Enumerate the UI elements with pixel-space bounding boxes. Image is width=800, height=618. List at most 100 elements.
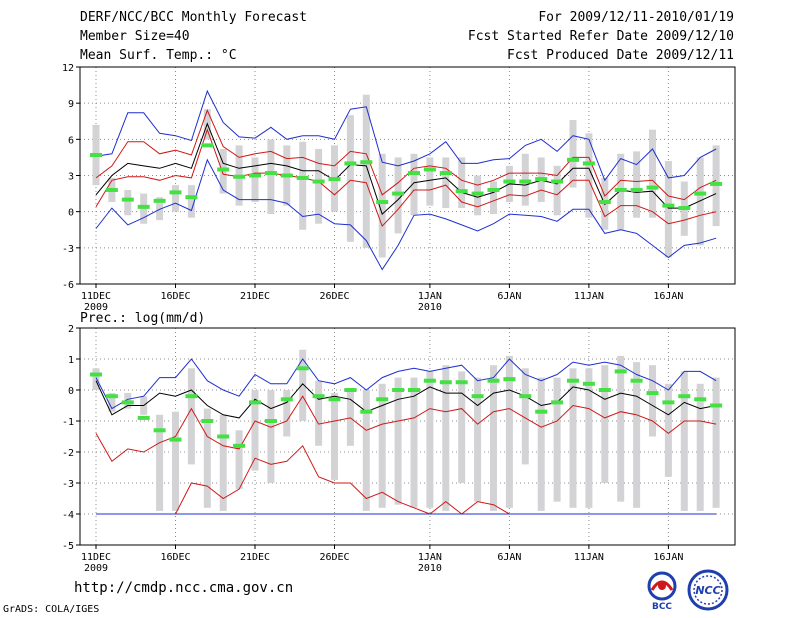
panel-1-range-box-10: [251, 157, 259, 203]
panel-1-mean-mark-32: [598, 200, 611, 205]
panel-2-mean-mark-25: [487, 378, 500, 383]
panel-1-xtick-label-4: 1JAN: [418, 291, 442, 302]
panel-2-range-box-33: [617, 355, 625, 502]
forecast-period: For 2009/12/11-2010/01/19: [538, 10, 734, 25]
panel-1-range-box-5: [172, 185, 179, 212]
panel-1-line-lower: [95, 128, 717, 228]
panel-2-mean-mark-6: [185, 394, 198, 399]
panel-2-range-box-37: [680, 371, 688, 511]
panel-2-range-box-39: [712, 377, 720, 508]
panel-1-range-box-6: [187, 185, 195, 218]
panel-2-mean-mark-3: [137, 415, 150, 420]
panel-2-range-box-23: [458, 371, 466, 483]
panel-1-mean-mark-4: [153, 198, 166, 203]
panel-2-mean-mark-16: [344, 388, 357, 392]
panel-1-mean-mark-38: [694, 191, 707, 196]
panel-2-mean-mark-2: [121, 400, 134, 405]
panel-1-mean-mark-2: [121, 197, 134, 202]
panel-1-line-upper: [95, 109, 717, 201]
panel-2-range-box-19: [394, 377, 402, 505]
panel-2-range-box-26: [505, 355, 513, 508]
panel-2-mean-mark-20: [408, 388, 420, 392]
panel-2-mean-mark-26: [503, 377, 516, 382]
panel-2-mean-mark-4: [153, 428, 166, 433]
panel-2-range-box-36: [664, 383, 672, 477]
panel-1-range-box-22: [442, 157, 450, 209]
panel-1-xtick-label-7: 16JAN: [653, 291, 683, 302]
panel-1-ytick-label-2: 0: [68, 208, 74, 219]
title-line-3: Mean Surf. Temp.: °C: [80, 48, 237, 63]
panel-1-mean-mark-16: [344, 161, 357, 166]
panel-2-ytick-label-0: -5: [62, 541, 74, 552]
panel-1-xtick-label-5: 6JAN: [497, 291, 521, 302]
panel-2-mean-mark-28: [535, 409, 548, 414]
panel-1-mean-mark-26: [503, 179, 516, 184]
panel-1-mean-mark-9: [233, 174, 246, 179]
panel-2-xtick-label-1: 16DEC: [160, 552, 190, 563]
panel-2-range-box-35: [649, 365, 656, 437]
panel-1-range-box-38: [696, 157, 704, 246]
panel-1-xtick-label-0: 11DEC: [81, 291, 111, 302]
panel-1-mean-mark-23: [455, 189, 468, 194]
panel-2-mean-mark-24: [471, 394, 484, 399]
panel-1-range-box-34: [633, 151, 641, 218]
panel-2-range-box-28: [537, 377, 545, 511]
panel-1-mean-mark-10: [249, 173, 261, 178]
bcc-logo-text: BCC: [652, 602, 672, 612]
panel-1-mean-mark-30: [567, 157, 579, 162]
panel-2-frame: [79, 327, 736, 546]
panel-2-range-box-25: [490, 365, 497, 511]
panel-1-mean-mark-39: [710, 181, 723, 186]
panel-2-mean-mark-17: [360, 409, 373, 414]
panel-2-mean-mark-34: [630, 378, 643, 383]
panel-2-mean-mark-7: [201, 419, 214, 423]
panel-1-mean-mark-3: [137, 204, 150, 209]
panel-2-ytick-label-7: 2: [68, 324, 74, 335]
forecast-start-date: Fcst Started Refer Date 2009/12/10: [467, 29, 734, 44]
panel-2-range-box-8: [219, 414, 227, 511]
panel-2-range-box-29: [553, 377, 561, 502]
panel-1-mean-mark-22: [439, 171, 452, 176]
panel-1-range-box-35: [649, 129, 656, 218]
panel-1-range-box-14: [315, 148, 323, 224]
panel-1-mean-mark-14: [312, 179, 325, 184]
panel-2-range-box-31: [585, 368, 593, 508]
panel-1-mean-mark-0: [90, 153, 102, 158]
panel-1-mean-mark-33: [614, 187, 627, 192]
panel-2-mean-mark-1: [105, 394, 118, 399]
panel-2-mean-mark-8: [217, 434, 230, 439]
panel-2-range-box-14: [315, 380, 323, 446]
panel-2-range-box-21: [426, 371, 434, 508]
panel-2-range-box-10: [251, 390, 259, 471]
panel-1-range-box-30: [569, 120, 577, 188]
panel-2-range-box-11: [267, 390, 275, 483]
panel-1-mean-mark-24: [471, 191, 484, 196]
ncc-logo: NCC: [687, 569, 729, 611]
panel-1-mean-mark-29: [551, 179, 564, 184]
panel-1-xtick-label-6: 11JAN: [574, 291, 604, 302]
panel-1-range-box-2: [124, 189, 132, 216]
panel-2-range-box-22: [442, 365, 450, 511]
panel-2-range-box-0: [92, 368, 100, 390]
panel-1-mean-mark-31: [582, 161, 595, 166]
panel-1-mean-mark-8: [217, 167, 230, 172]
panel-2-line-max: [95, 358, 717, 410]
panel-1-range-box-16: [346, 115, 354, 242]
panel-2-mean-mark-10: [249, 400, 261, 405]
panel-2-mean-mark-27: [519, 394, 532, 399]
ncc-logo-text: NCC: [695, 584, 720, 597]
panel-2-mean-mark-35: [646, 391, 659, 396]
panel-2-mean-mark-5: [169, 437, 182, 442]
source-url[interactable]: http://cmdp.ncc.cma.gov.cn: [74, 580, 294, 596]
panel-2-mean-mark-11: [264, 419, 277, 423]
panel-2-xtick-label-0: 11DEC: [81, 552, 111, 563]
panel-2-range-box-13: [299, 349, 307, 421]
panel-1-mean-mark-15: [328, 177, 341, 182]
panel-1-mean-mark-25: [487, 187, 500, 192]
panel-2-range-box-12: [283, 390, 291, 437]
panel-2-mean-mark-9: [233, 443, 246, 448]
panel-2-range-box-6: [187, 368, 195, 465]
panel-1-line-center: [95, 122, 717, 215]
panel-2-xtick-label-4: 1JAN: [418, 552, 442, 563]
